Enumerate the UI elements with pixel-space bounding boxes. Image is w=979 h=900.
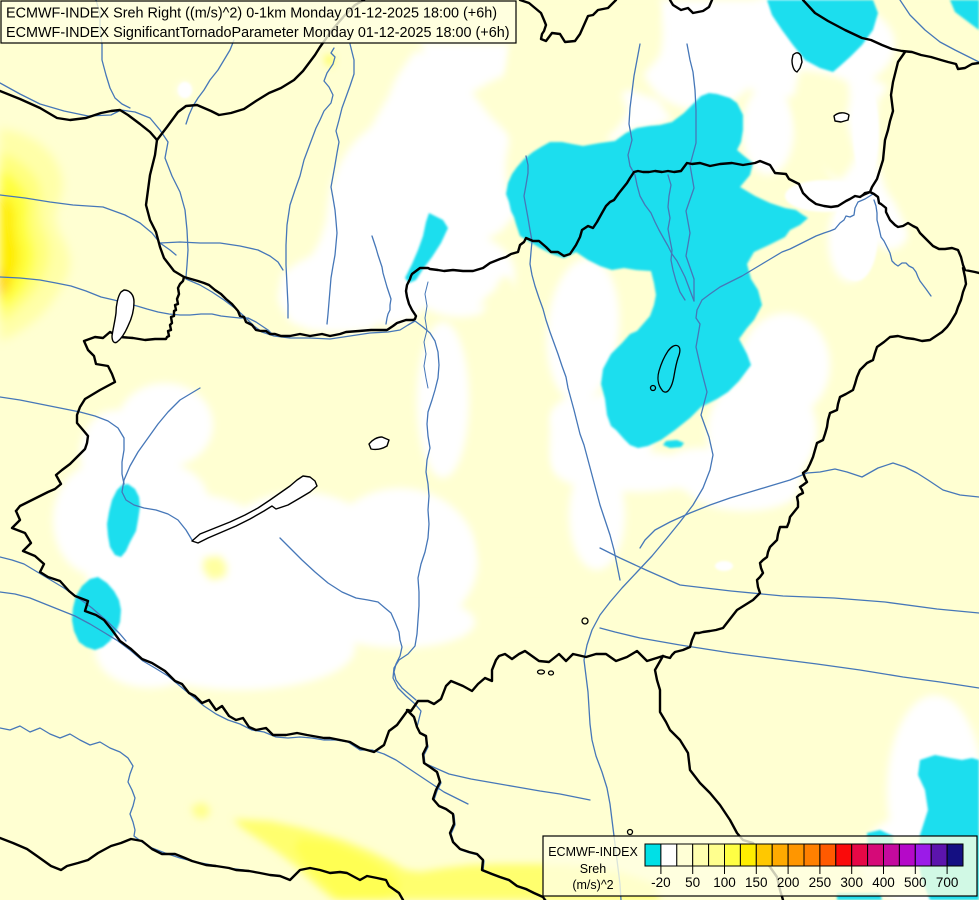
svg-text:300: 300 — [840, 875, 863, 890]
svg-text:ECMWF-INDEX SignificantTornado: ECMWF-INDEX SignificantTornadoParameter … — [6, 25, 510, 41]
svg-text:500: 500 — [904, 875, 927, 890]
svg-text:150: 150 — [745, 875, 768, 890]
svg-text:ECMWF-INDEX Sreh Right ((m/s)^: ECMWF-INDEX Sreh Right ((m/s)^2) 0-1km M… — [6, 6, 497, 22]
svg-text:ECMWF-INDEX: ECMWF-INDEX — [548, 845, 638, 859]
svg-text:700: 700 — [936, 875, 959, 890]
svg-text:-20: -20 — [651, 875, 671, 890]
svg-text:(m/s)^2: (m/s)^2 — [572, 878, 613, 892]
svg-text:400: 400 — [872, 875, 895, 890]
svg-text:200: 200 — [777, 875, 800, 890]
svg-text:50: 50 — [685, 875, 700, 890]
svg-text:Sreh: Sreh — [580, 862, 606, 876]
svg-text:250: 250 — [809, 875, 832, 890]
svg-text:100: 100 — [713, 875, 736, 890]
